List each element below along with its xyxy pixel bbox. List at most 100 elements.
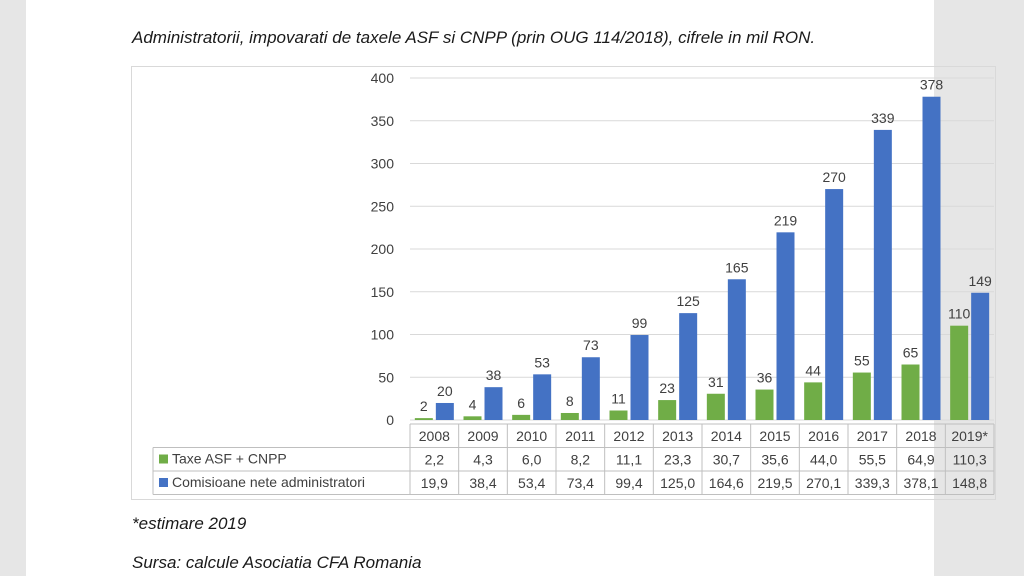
x-tick-label: 2018	[905, 428, 936, 444]
table-cell: 4,3	[473, 452, 493, 468]
bar-taxe	[463, 416, 482, 420]
bar-label-comisioane: 125	[676, 293, 700, 309]
bar-taxe	[512, 414, 531, 420]
bar-comisioane	[533, 374, 552, 420]
table-cell: 339,3	[855, 475, 890, 491]
legend-label: Comisioane nete administratori	[172, 474, 365, 490]
y-tick-label: 200	[371, 241, 395, 257]
bar-label-comisioane: 339	[871, 110, 895, 126]
bar-label-comisioane: 219	[774, 212, 798, 228]
table-cell: 99,4	[615, 475, 642, 491]
table-cell: 6,0	[522, 452, 542, 468]
bar-comisioane	[776, 232, 795, 420]
x-tick-label: 2016	[808, 428, 839, 444]
bar-taxe	[706, 393, 725, 420]
bar-label-taxe: 65	[903, 345, 919, 361]
bar-label-taxe: 4	[469, 396, 477, 412]
y-tick-label: 50	[378, 369, 394, 385]
bar-taxe	[658, 400, 677, 420]
bar-comisioane	[679, 313, 698, 420]
legend-swatch	[159, 454, 168, 464]
table-cell: 64,9	[907, 452, 934, 468]
y-tick-label: 300	[371, 156, 395, 172]
x-tick-label: 2019*	[951, 428, 988, 444]
legend-label: Taxe ASF + CNPP	[172, 451, 287, 467]
bar-comisioane	[581, 357, 600, 420]
table-cell: 110,3	[953, 452, 987, 468]
bar-comisioane	[484, 387, 503, 420]
bar-comisioane	[922, 96, 941, 421]
table-cell: 55,5	[859, 452, 886, 468]
bar-taxe	[950, 325, 969, 420]
y-tick-label: 400	[371, 70, 395, 86]
table-cell: 73,4	[567, 475, 594, 491]
table-cell: 148,8	[952, 475, 987, 491]
bar-comisioane	[825, 189, 844, 420]
bar-label-comisioane: 20	[437, 383, 453, 399]
x-tick-label: 2009	[467, 428, 498, 444]
y-tick-label: 250	[371, 198, 395, 214]
bar-label-taxe: 110	[948, 306, 971, 322]
bar-comisioane	[873, 129, 892, 420]
x-tick-label: 2015	[759, 428, 790, 444]
x-tick-label: 2014	[711, 428, 742, 444]
bar-label-comisioane: 378	[920, 77, 944, 93]
bar-label-comisioane: 53	[534, 354, 550, 370]
table-cell: 30,7	[713, 452, 740, 468]
table-cell: 19,9	[421, 475, 448, 491]
x-tick-label: 2012	[613, 428, 644, 444]
bar-comisioane	[971, 292, 990, 420]
bar-label-comisioane: 38	[486, 367, 502, 383]
bar-taxe	[852, 372, 871, 420]
bar-label-taxe: 11	[611, 391, 626, 407]
bar-label-comisioane: 149	[968, 273, 992, 289]
x-tick-label: 2017	[857, 428, 888, 444]
table-cell: 23,3	[664, 452, 691, 468]
table-cell: 164,6	[709, 475, 744, 491]
bar-label-taxe: 55	[854, 353, 870, 369]
legend-swatch	[159, 478, 168, 487]
bar-label-taxe: 23	[659, 380, 675, 396]
y-tick-label: 0	[386, 412, 394, 428]
x-tick-label: 2011	[565, 428, 595, 444]
table-cell: 53,4	[518, 475, 545, 491]
footnote: *estimare 2019	[132, 514, 247, 533]
y-tick-label: 350	[371, 113, 395, 129]
bar-taxe	[560, 412, 579, 420]
bar-label-taxe: 36	[757, 370, 773, 386]
bar-label-comisioane: 165	[725, 259, 749, 275]
table-cell: 378,1	[903, 475, 938, 491]
x-tick-label: 2010	[516, 428, 547, 444]
bar-comisioane	[727, 279, 746, 420]
bar-label-taxe: 6	[517, 395, 525, 411]
table-cell: 35,6	[761, 452, 788, 468]
bar-taxe	[804, 382, 823, 420]
table-cell: 11,1	[616, 452, 642, 468]
table-cell: 219,5	[757, 475, 792, 491]
bar-taxe	[901, 364, 920, 420]
source-note: Sursa: calcule Asociatia CFA Romania	[132, 553, 422, 572]
bar-taxe	[755, 389, 774, 420]
bar-label-comisioane: 99	[632, 315, 648, 331]
table-cell: 125,0	[660, 475, 695, 491]
bar-label-taxe: 2	[420, 398, 428, 414]
bar-label-taxe: 31	[708, 374, 724, 390]
table-cell: 38,4	[469, 475, 496, 491]
left-margin-bar	[0, 0, 26, 576]
y-tick-label: 150	[371, 284, 395, 300]
table-cell: 8,2	[571, 452, 591, 468]
y-tick-label: 100	[371, 327, 395, 343]
bar-taxe	[414, 418, 433, 420]
bar-label-comisioane: 270	[822, 169, 846, 185]
x-tick-label: 2013	[662, 428, 693, 444]
table-cell: 2,2	[425, 452, 445, 468]
bar-comisioane	[435, 402, 454, 420]
bar-taxe	[609, 410, 628, 420]
table-cell: 44,0	[810, 452, 837, 468]
table-cell: 270,1	[806, 475, 841, 491]
bar-label-comisioane: 73	[583, 337, 599, 353]
bar-label-taxe: 44	[805, 362, 821, 378]
right-margin-bar	[934, 0, 1024, 576]
chart-title: Administratorii, impovarati de taxele AS…	[132, 28, 816, 47]
